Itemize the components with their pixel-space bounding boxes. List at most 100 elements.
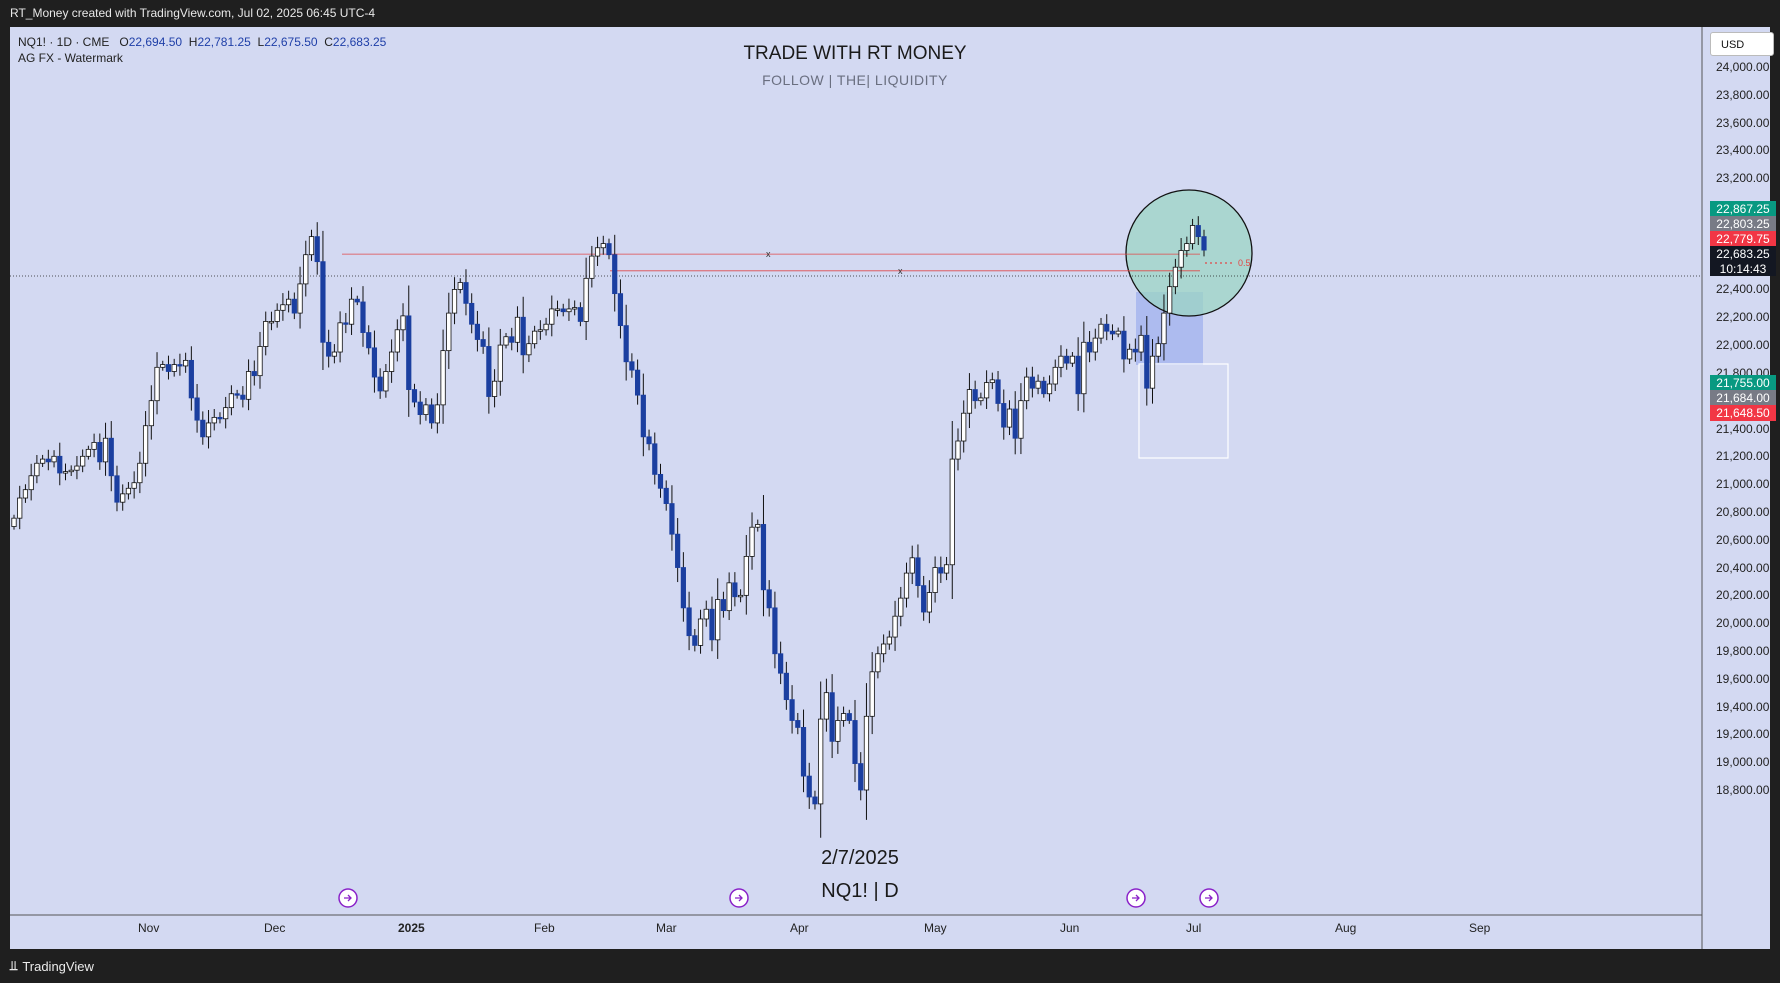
candle[interactable] bbox=[755, 519, 761, 532]
candle[interactable] bbox=[245, 359, 252, 411]
candle[interactable] bbox=[388, 339, 395, 383]
candle[interactable] bbox=[657, 463, 664, 498]
candle[interactable] bbox=[497, 328, 503, 396]
candle[interactable] bbox=[114, 465, 120, 512]
candle[interactable] bbox=[308, 229, 315, 261]
legend-indicator[interactable]: AG FX - Watermark bbox=[18, 51, 123, 65]
candle[interactable] bbox=[1092, 328, 1098, 361]
candle[interactable] bbox=[526, 335, 532, 363]
candle[interactable] bbox=[17, 485, 23, 530]
candle[interactable] bbox=[314, 222, 320, 275]
candle[interactable] bbox=[1064, 348, 1070, 370]
candle[interactable] bbox=[600, 235, 606, 255]
candle[interactable] bbox=[291, 292, 297, 320]
candle[interactable] bbox=[903, 562, 910, 608]
candle[interactable] bbox=[566, 298, 572, 321]
candle[interactable] bbox=[995, 371, 1001, 412]
candle[interactable] bbox=[205, 410, 212, 449]
candle[interactable] bbox=[217, 412, 223, 424]
candle[interactable] bbox=[80, 449, 86, 473]
candle[interactable] bbox=[366, 325, 372, 355]
candle[interactable] bbox=[938, 556, 944, 583]
candle[interactable] bbox=[377, 368, 383, 399]
candle[interactable] bbox=[1167, 272, 1173, 326]
candle[interactable] bbox=[532, 325, 538, 349]
candle[interactable] bbox=[371, 330, 378, 393]
candle[interactable] bbox=[234, 389, 240, 399]
candle[interactable] bbox=[280, 293, 286, 321]
candle[interactable] bbox=[1046, 375, 1053, 402]
candle[interactable] bbox=[1104, 314, 1110, 341]
candle[interactable] bbox=[11, 514, 17, 530]
candle[interactable] bbox=[1058, 345, 1064, 378]
candle[interactable] bbox=[800, 709, 807, 793]
candle[interactable] bbox=[732, 572, 738, 607]
candle[interactable] bbox=[194, 384, 200, 433]
candle[interactable] bbox=[697, 609, 704, 654]
candle[interactable] bbox=[1115, 327, 1121, 338]
candle[interactable] bbox=[457, 278, 463, 294]
candle[interactable] bbox=[983, 370, 990, 409]
candle[interactable] bbox=[62, 463, 69, 481]
candle[interactable] bbox=[1086, 331, 1093, 363]
candle[interactable] bbox=[337, 311, 343, 363]
candle[interactable] bbox=[892, 600, 898, 651]
candle[interactable] bbox=[932, 556, 938, 603]
candle[interactable] bbox=[858, 752, 864, 801]
candle[interactable] bbox=[898, 586, 904, 627]
candle[interactable] bbox=[85, 445, 91, 460]
candle[interactable] bbox=[1155, 336, 1161, 363]
candle[interactable] bbox=[263, 311, 269, 356]
candle[interactable] bbox=[1195, 216, 1201, 246]
candle[interactable] bbox=[949, 420, 955, 600]
candle[interactable] bbox=[360, 286, 366, 347]
candle[interactable] bbox=[1018, 383, 1024, 455]
candle[interactable] bbox=[383, 363, 389, 398]
candle[interactable] bbox=[1041, 376, 1047, 398]
candle[interactable] bbox=[772, 591, 778, 669]
candle[interactable] bbox=[869, 652, 875, 735]
candle[interactable] bbox=[943, 556, 950, 581]
candle[interactable] bbox=[537, 320, 543, 340]
candle[interactable] bbox=[1069, 352, 1076, 367]
candle[interactable] bbox=[766, 580, 772, 617]
candle[interactable] bbox=[806, 762, 812, 809]
candle[interactable] bbox=[709, 596, 715, 652]
candle[interactable] bbox=[131, 471, 137, 499]
candle[interactable] bbox=[543, 317, 549, 336]
candle[interactable] bbox=[583, 257, 589, 341]
candle[interactable] bbox=[45, 449, 51, 471]
dividend-event-icon[interactable] bbox=[729, 888, 749, 908]
candle[interactable] bbox=[91, 433, 97, 458]
candle[interactable] bbox=[921, 575, 927, 621]
candle[interactable] bbox=[720, 591, 727, 618]
candle[interactable] bbox=[251, 360, 257, 386]
candle[interactable] bbox=[1132, 338, 1138, 362]
candle[interactable] bbox=[1012, 391, 1018, 455]
candle[interactable] bbox=[743, 535, 749, 615]
candle[interactable] bbox=[154, 352, 160, 415]
candle[interactable] bbox=[635, 359, 641, 405]
candle[interactable] bbox=[354, 295, 360, 306]
candle[interactable] bbox=[961, 400, 967, 453]
candle[interactable] bbox=[1149, 339, 1156, 404]
candle[interactable] bbox=[572, 300, 578, 316]
candle[interactable] bbox=[125, 482, 132, 500]
candle[interactable] bbox=[223, 396, 229, 429]
candle[interactable] bbox=[137, 451, 143, 494]
candle[interactable] bbox=[440, 329, 446, 424]
candle[interactable] bbox=[160, 360, 166, 371]
dividend-event-icon[interactable] bbox=[338, 888, 358, 908]
candle[interactable] bbox=[108, 421, 114, 492]
candle[interactable] bbox=[1189, 218, 1196, 250]
tradingview-logo[interactable]: ⫫ TradingView bbox=[10, 958, 94, 974]
candle[interactable] bbox=[148, 385, 154, 440]
candle[interactable] bbox=[446, 292, 452, 369]
candle[interactable] bbox=[34, 454, 40, 484]
candle[interactable] bbox=[463, 269, 469, 316]
candle[interactable] bbox=[909, 545, 915, 585]
candle[interactable] bbox=[1098, 317, 1104, 344]
candle[interactable] bbox=[640, 373, 646, 457]
candle[interactable] bbox=[1024, 367, 1030, 410]
candle[interactable] bbox=[1109, 324, 1116, 341]
